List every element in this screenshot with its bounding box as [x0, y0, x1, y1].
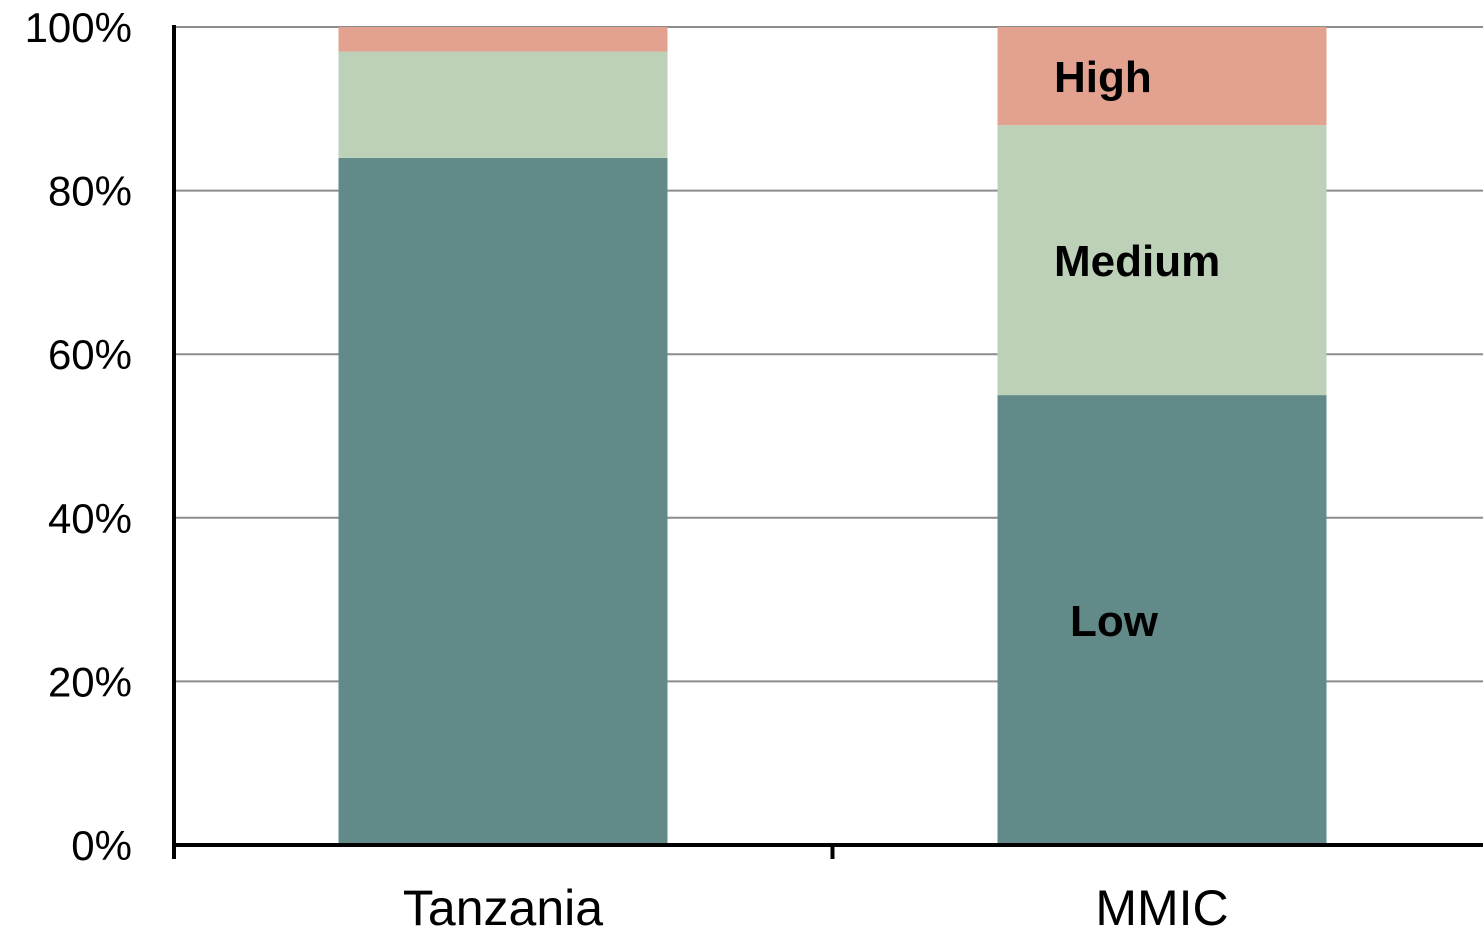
y-tick-label: 40%	[48, 495, 132, 542]
y-tick-label: 60%	[48, 331, 132, 378]
x-tick-label: MMIC	[1095, 880, 1228, 933]
segment-label-high: High	[1054, 53, 1152, 102]
bar-mmic-medium	[997, 125, 1327, 396]
bar-mmic-high	[997, 27, 1327, 126]
bars	[338, 27, 1327, 845]
bar-tanzania-low	[338, 157, 668, 845]
x-tick-label: Tanzania	[403, 880, 603, 933]
bar-tanzania-medium	[338, 51, 668, 158]
bar-mmic-low	[997, 395, 1327, 845]
segment-label-low: Low	[1070, 597, 1159, 646]
y-tick-label: 80%	[48, 168, 132, 215]
y-tick-label: 20%	[48, 658, 132, 705]
axes	[172, 25, 1483, 859]
y-tick-label: 0%	[71, 822, 132, 869]
labels: 0% 20% 40% 60% 80% 100% Tanzania Low Medium High M…	[25, 4, 1229, 933]
y-tick-label: 100%	[25, 4, 132, 51]
segment-label-medium: Medium	[1054, 237, 1220, 286]
bar-tanzania-high	[338, 27, 668, 52]
